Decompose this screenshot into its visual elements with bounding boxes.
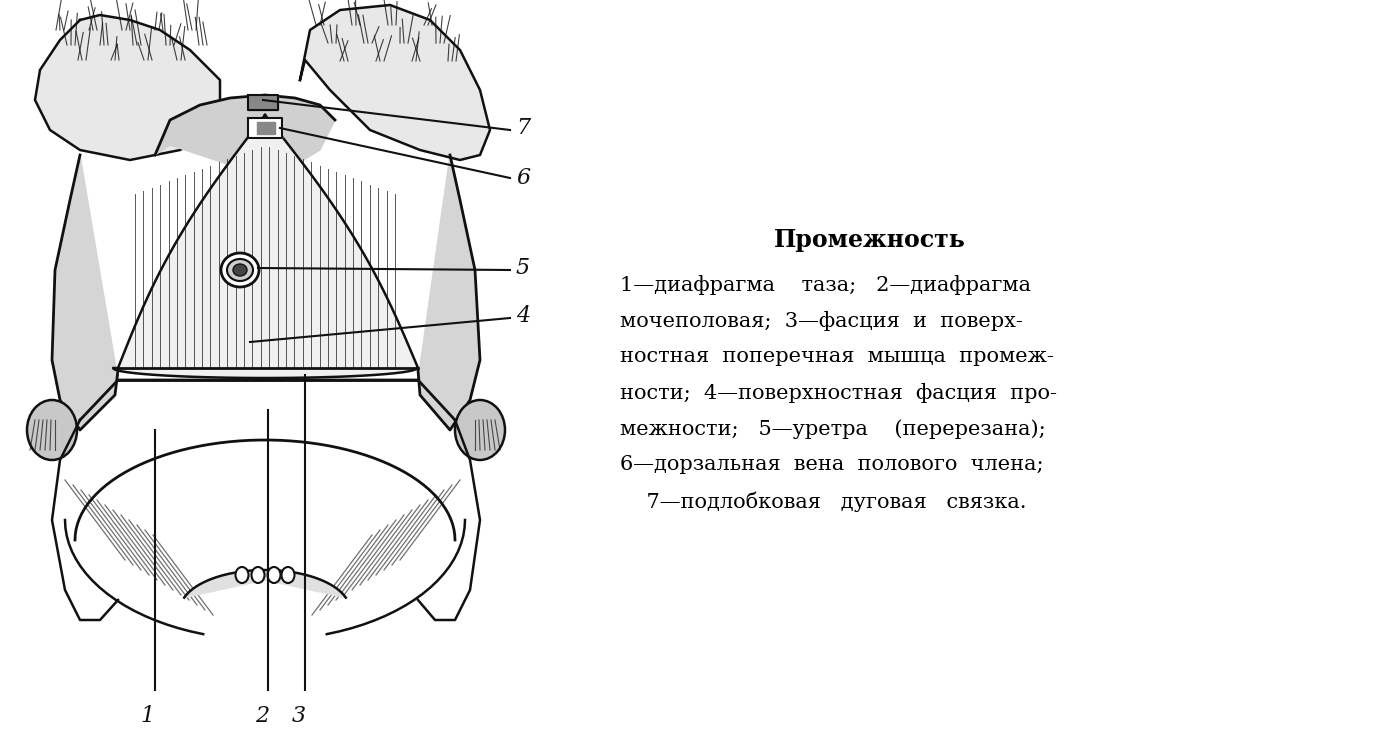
Ellipse shape: [455, 400, 505, 460]
Ellipse shape: [235, 567, 249, 583]
Text: ностная  поперечная  мышца  промеж-: ностная поперечная мышца промеж-: [621, 347, 1054, 366]
Text: ности;  4—поверхностная  фасция  про-: ности; 4—поверхностная фасция про-: [621, 383, 1057, 403]
Polygon shape: [257, 122, 275, 134]
Ellipse shape: [227, 259, 253, 281]
Ellipse shape: [267, 567, 281, 583]
Polygon shape: [184, 570, 345, 597]
Text: 2: 2: [255, 705, 270, 727]
Text: 6: 6: [516, 167, 530, 189]
Ellipse shape: [252, 567, 264, 583]
Text: 3: 3: [292, 705, 305, 727]
Polygon shape: [418, 155, 480, 430]
Ellipse shape: [282, 567, 294, 583]
Ellipse shape: [28, 400, 77, 460]
Text: 1—диафрагма    таза;   2—диафрагма: 1—диафрагма таза; 2—диафрагма: [621, 275, 1031, 295]
Text: межности;   5—уретра    (перерезана);: межности; 5—уретра (перерезана);: [621, 419, 1046, 439]
Text: 4: 4: [516, 305, 530, 327]
Text: 5: 5: [516, 257, 530, 279]
Text: мочеполовая;  3—фасция  и  поверх-: мочеполовая; 3—фасция и поверх-: [621, 311, 1022, 331]
Polygon shape: [155, 95, 334, 170]
Text: 6—дорзальная  вена  полового  члена;: 6—дорзальная вена полового члена;: [621, 455, 1043, 474]
Text: Промежность: Промежность: [775, 228, 966, 252]
Polygon shape: [300, 5, 490, 160]
Polygon shape: [34, 15, 220, 160]
Text: 7—подлобковая   дуговая   связка.: 7—подлобковая дуговая связка.: [621, 491, 1026, 511]
Ellipse shape: [233, 264, 248, 276]
Text: 1: 1: [140, 705, 155, 727]
Polygon shape: [52, 155, 118, 430]
Text: 7: 7: [516, 117, 530, 139]
Polygon shape: [248, 95, 278, 110]
Polygon shape: [248, 118, 282, 138]
Polygon shape: [113, 115, 418, 378]
Ellipse shape: [222, 253, 259, 287]
